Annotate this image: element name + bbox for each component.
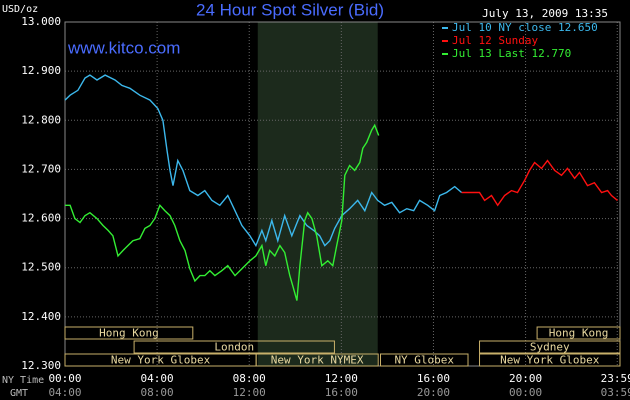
x-tick-label: 08:00: [233, 372, 266, 385]
x-row-label: GMT: [10, 388, 28, 399]
gmt-tick-label: 16:00: [325, 386, 358, 399]
x-tick-label: 12:00: [325, 372, 358, 385]
shaded-range: [257, 22, 378, 366]
legend-label: Jul 13 Last 12.770: [452, 47, 571, 60]
x-tick-label: 23:59: [601, 372, 630, 385]
x-tick-label: 20:00: [509, 372, 542, 385]
watermark: www.kitco.com: [67, 38, 180, 57]
session-label: Sydney: [530, 341, 570, 354]
legend-label: Jul 12 Sunday: [452, 34, 538, 47]
session-label: Hong Kong: [99, 327, 159, 340]
timestamp: July 13, 2009 13:35: [482, 7, 608, 20]
y-tick-label: 13.000: [21, 15, 61, 28]
y-axis-label: USD/oz: [2, 4, 38, 15]
gmt-tick-label: 12:00: [233, 386, 266, 399]
chart-title: 24 Hour Spot Silver (Bid): [196, 0, 384, 19]
series-line: [65, 123, 380, 301]
series-line: [64, 74, 463, 248]
y-tick-label: 12.700: [21, 162, 61, 175]
session-bar: [379, 353, 469, 367]
gmt-tick-label: 03:59: [601, 386, 630, 399]
x-tick-label: 16:00: [417, 372, 450, 385]
session-bar: [479, 353, 621, 367]
y-tick-label: 12.600: [21, 212, 61, 225]
session-label: New York Globex: [500, 354, 600, 367]
session-label: NY Globex: [394, 354, 454, 367]
legend-label: Jul 10 NY close 12.650: [452, 21, 598, 34]
y-tick-label: 12.500: [21, 261, 61, 274]
x-tick-label: 00:00: [48, 372, 81, 385]
session-bar: [133, 340, 335, 354]
y-tick-label: 12.900: [21, 64, 61, 77]
session-bar: [255, 353, 379, 367]
y-tick-label: 12.800: [21, 113, 61, 126]
y-tick-label: 12.300: [21, 359, 61, 372]
session-label: New York Globex: [111, 354, 211, 367]
y-tick-label: 12.400: [21, 310, 61, 323]
session-bar: [64, 326, 194, 340]
gmt-tick-label: 04:00: [48, 386, 81, 399]
session-label: Hong Kong: [549, 327, 609, 340]
session-label: New York NYMEX: [271, 354, 364, 367]
gmt-tick-label: 20:00: [417, 386, 450, 399]
session-bar: [479, 340, 621, 354]
x-row-label: NY Time: [2, 375, 44, 386]
gmt-tick-label: 08:00: [141, 386, 174, 399]
series-line: [461, 159, 618, 207]
x-tick-label: 04:00: [141, 372, 174, 385]
gmt-tick-label: 00:00: [509, 386, 542, 399]
session-bar: [536, 326, 621, 340]
session-label: London: [214, 341, 254, 354]
